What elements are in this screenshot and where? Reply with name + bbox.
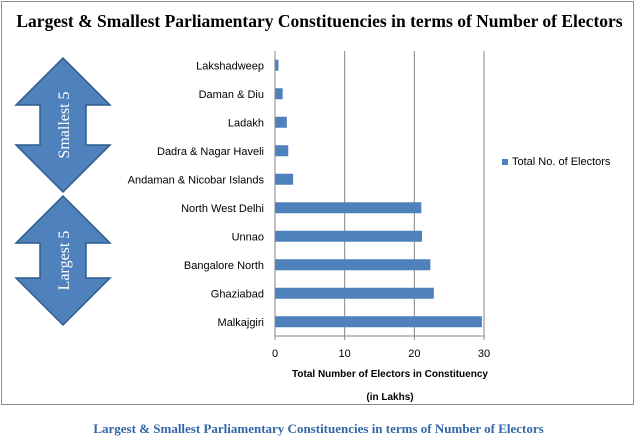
x-tick-label: 30 bbox=[478, 348, 490, 360]
bar bbox=[275, 116, 287, 128]
category-label: North West Delhi bbox=[181, 203, 264, 215]
category-label: Dadra & Nagar Haveli bbox=[157, 146, 264, 158]
bar bbox=[275, 88, 283, 100]
x-tick-label: 20 bbox=[408, 348, 420, 360]
bar bbox=[275, 316, 482, 328]
category-label: Ladakh bbox=[228, 117, 264, 129]
category-label: Malkajgiri bbox=[218, 317, 264, 329]
bar bbox=[275, 230, 422, 242]
legend-swatch bbox=[502, 159, 508, 165]
bar bbox=[275, 59, 279, 71]
chart-title: Largest & Smallest Parliamentary Constit… bbox=[16, 11, 623, 31]
category-label: Andaman & Nicobar Islands bbox=[128, 174, 265, 186]
category-label: Daman & Diu bbox=[199, 89, 264, 101]
bar bbox=[275, 287, 434, 299]
x-axis-unit: (in Lakhs) bbox=[366, 392, 413, 403]
figure-caption: Largest & Smallest Parliamentary Constit… bbox=[93, 421, 544, 436]
legend-label: Total No. of Electors bbox=[512, 156, 611, 168]
bar bbox=[275, 145, 289, 157]
smallest-5-arrow-label: Smallest 5 bbox=[56, 91, 73, 158]
bar bbox=[275, 202, 422, 214]
bar bbox=[275, 259, 431, 271]
category-label: Ghaziabad bbox=[211, 288, 264, 300]
bar bbox=[275, 173, 294, 185]
category-label: Bangalore North bbox=[184, 260, 264, 272]
legend: Total No. of Electors bbox=[502, 156, 610, 168]
largest-5-arrow bbox=[14, 194, 112, 327]
category-label: Lakshadweep bbox=[196, 60, 264, 72]
smallest-5-arrow bbox=[14, 56, 112, 194]
category-label: Unnao bbox=[232, 231, 264, 243]
chart-frame: Largest & Smallest Parliamentary Constit… bbox=[1, 1, 634, 405]
x-axis-title: Total Number of Electors in Constituency bbox=[292, 369, 488, 380]
bar-chart: Lakshadweep Daman & Diu Ladakh Dadra & Naga… bbox=[14, 51, 490, 403]
x-tick-label: 0 bbox=[272, 348, 278, 360]
largest-5-arrow-label: Largest 5 bbox=[56, 231, 73, 291]
x-tick-label: 10 bbox=[339, 348, 351, 360]
